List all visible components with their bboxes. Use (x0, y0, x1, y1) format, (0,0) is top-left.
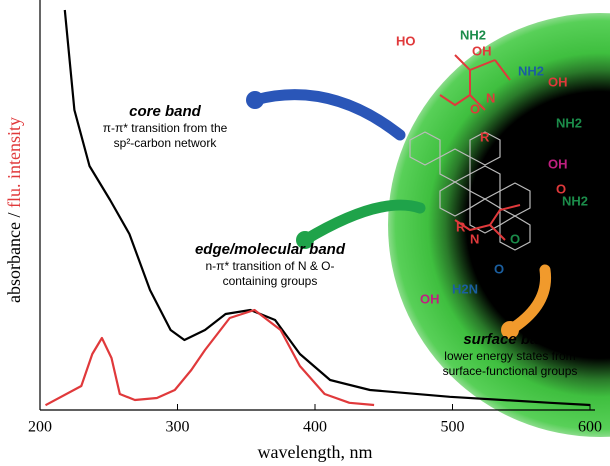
molecule-label: NH2 (518, 63, 544, 78)
series-line (44, 308, 375, 407)
y-label-part: flu. intensity (4, 117, 24, 208)
molecule-label: NH2 (562, 193, 588, 208)
molecule-label: O (556, 181, 566, 196)
x-axis-label: wavelength, nm (258, 442, 373, 462)
annotation-text: n-π* transition of N & O- (206, 259, 335, 273)
molecule-label: N (486, 90, 495, 105)
x-tick-label: 200 (28, 419, 52, 436)
molecule-label: OH (472, 43, 492, 58)
molecule-label: R (480, 129, 490, 144)
molecule-label: O (494, 261, 504, 276)
molecule-label: O (510, 231, 520, 246)
molecule-label: OH (420, 291, 440, 306)
x-tick-label: 500 (441, 419, 465, 436)
annotation-text: surface-functional groups (443, 364, 578, 378)
molecule-label: NH2 (460, 27, 486, 42)
molecule-label: O (470, 101, 480, 116)
arrow-head (501, 321, 519, 339)
molecule-label: OH (548, 156, 568, 171)
annotation-text: containing groups (223, 274, 318, 288)
molecule-label: NH2 (556, 115, 582, 130)
arrow-head (246, 91, 264, 109)
y-axis-label: absorbance / flu. intensity (4, 117, 24, 303)
annotation-arrow (299, 199, 426, 246)
y-label-part: absorbance / (4, 213, 24, 303)
x-tick-label: 300 (166, 419, 190, 436)
molecule-label: HO (396, 33, 416, 48)
x-tick-label: 600 (578, 419, 602, 436)
molecule-label: CH3 (532, 225, 558, 240)
annotation-title: surface band (463, 331, 557, 348)
molecule-label: R (456, 219, 466, 234)
molecule-label: N (470, 231, 479, 246)
annotation-text: π-π* transition from the (103, 121, 228, 135)
annotation-text: lower energy states from (444, 349, 575, 363)
annotation-text: sp²-carbon network (114, 136, 218, 150)
annotation-title: core band (129, 103, 202, 120)
annotation-arrow (249, 89, 406, 141)
molecule-bonds (439, 54, 521, 241)
x-tick-label: 400 (303, 419, 327, 436)
molecule-label: H2N (452, 281, 478, 296)
molecule-label: OH (548, 74, 568, 89)
annotation-title: edge/molecular band (195, 241, 346, 258)
graphene-lattice (409, 131, 531, 251)
arrow-head (296, 231, 314, 249)
series-line (63, 9, 591, 407)
axes: 200 300 400 500 600 wavelength, nm absorbance … (4, 0, 602, 462)
